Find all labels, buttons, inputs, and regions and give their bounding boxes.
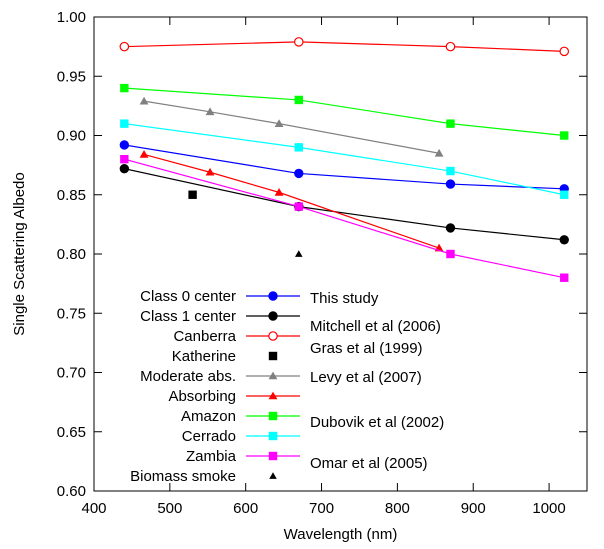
axes: 400 500 600 700 800 900 1000 0.60 0.65 0.70 0.75 0.… (57, 9, 588, 517)
series-line (143, 153, 440, 249)
data-point (120, 119, 129, 128)
y-axis-label: Single Scattering Albedo (11, 172, 28, 335)
legend-source: Levy et al (2007) (310, 369, 422, 386)
series-line (124, 87, 565, 137)
x-tick-label: 600 (233, 500, 258, 517)
x-tick-label: 500 (157, 500, 182, 517)
legend-label: Moderate abs. (140, 368, 236, 385)
y-tick-label: 0.90 (57, 128, 86, 145)
data-point (205, 107, 215, 116)
data-point (560, 131, 569, 140)
y-tick-label: 1.00 (57, 9, 86, 26)
data-point (120, 83, 129, 93)
series-cerrado (120, 119, 569, 199)
legend-label: Katherine (172, 348, 236, 365)
data-point (294, 202, 303, 211)
data-point (139, 150, 149, 158)
y-tick-label: 0.95 (57, 68, 86, 85)
series-amazon (120, 83, 569, 140)
y-tick-label: 0.75 (57, 305, 86, 322)
data-point (274, 119, 284, 127)
legend-marker (268, 351, 278, 361)
y-tick-label: 0.70 (57, 365, 86, 382)
data-point (120, 155, 129, 164)
legend-source: This study (310, 290, 379, 307)
series-class-1-center (119, 163, 569, 245)
data-point (446, 119, 455, 128)
data-point (446, 166, 455, 176)
series-canberra (119, 37, 570, 57)
legend-label: Absorbing (168, 388, 236, 405)
data-point (445, 41, 456, 52)
series-class-0-center (119, 140, 569, 194)
series-line (124, 168, 565, 241)
legend-marker (268, 371, 278, 380)
series-zambia (120, 155, 569, 282)
legend-marker (268, 391, 278, 400)
legend-label: Canberra (173, 328, 236, 345)
y-tick-label: 0.60 (57, 483, 86, 500)
data-point (434, 148, 444, 157)
data-point (294, 168, 304, 179)
legend: Class 0 center Class 1 center Canberra Kath… (130, 288, 444, 485)
y-tick-label: 0.65 (57, 424, 86, 441)
data-point (445, 179, 456, 189)
series-absorbing (139, 150, 444, 252)
legend-marker (268, 451, 278, 461)
data-point (559, 235, 569, 245)
legend-label: Biomass smoke (130, 468, 236, 485)
legend-label: Amazon (181, 408, 236, 425)
x-tick-label: 900 (461, 500, 486, 517)
series-katherine (188, 190, 197, 199)
series-line (124, 123, 565, 196)
data-point (119, 140, 130, 150)
series-moderate-abs (139, 96, 444, 157)
data-point (560, 273, 569, 282)
legend-source: Dubovik et al (2002) (310, 414, 444, 431)
y-tick-label: 0.80 (57, 246, 86, 263)
data-point (294, 143, 303, 152)
data-point (293, 37, 304, 47)
legend-marker (268, 331, 278, 341)
x-tick-label: 400 (81, 500, 106, 517)
data-point (295, 250, 303, 257)
legend-marker (269, 472, 277, 479)
legend-label: Cerrado (182, 428, 236, 445)
data-point (445, 223, 456, 233)
data-point (119, 163, 130, 174)
x-axis-label: Wavelength (nm) (284, 526, 398, 543)
data-point (446, 249, 455, 259)
x-tick-label: 700 (309, 500, 334, 517)
legend-source: Mitchell et al (2006) (310, 318, 441, 335)
data-point (139, 96, 149, 105)
legend-source: Omar et al (2005) (310, 455, 428, 472)
legend-marker (268, 431, 278, 441)
legend-marker (268, 291, 278, 301)
legend-label: Class 1 center (140, 308, 236, 325)
series-line (143, 100, 440, 154)
data-point (559, 46, 570, 57)
legend-marker (268, 411, 278, 421)
legend-marker (268, 311, 278, 321)
series-layer (119, 37, 570, 282)
legend-source: Gras et al (1999) (310, 340, 423, 357)
data-point (294, 95, 303, 105)
series-line (124, 41, 565, 52)
data-point (119, 41, 130, 52)
series-line (124, 144, 565, 190)
legend-label: Zambia (186, 448, 237, 465)
data-point (188, 190, 197, 199)
data-point (560, 190, 569, 199)
data-point (205, 167, 215, 176)
series-line (124, 158, 565, 279)
y-tick-label: 0.85 (57, 187, 86, 204)
x-tick-label: 1000 (532, 500, 565, 517)
series-biomass-smoke (295, 250, 303, 257)
x-tick-label: 800 (385, 500, 410, 517)
data-point (274, 187, 284, 196)
legend-label: Class 0 center (140, 288, 236, 305)
